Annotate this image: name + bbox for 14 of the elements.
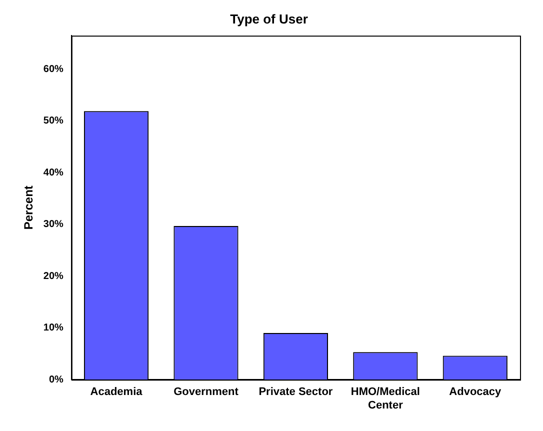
x-tick-label: Private Sector — [258, 386, 334, 398]
y-tick-label: 0% — [48, 374, 64, 386]
x-tick-label: HMO/Medical Center — [350, 386, 420, 412]
y-tick-label: 60% — [43, 64, 64, 75]
y-tick-label: 10% — [43, 322, 64, 334]
x-tick-label: Academia — [90, 386, 144, 398]
y-tick-label: 50% — [43, 116, 64, 127]
y-tick-label: 30% — [43, 219, 64, 230]
chart-title: Type of User — [230, 11, 308, 26]
y-axis-title: Percent — [22, 186, 36, 230]
x-tick-label: Advocacy — [449, 386, 502, 398]
x-tick-label: Government — [174, 386, 239, 398]
y-tick-label: 40% — [43, 167, 64, 178]
y-tick-label: 20% — [43, 270, 64, 282]
